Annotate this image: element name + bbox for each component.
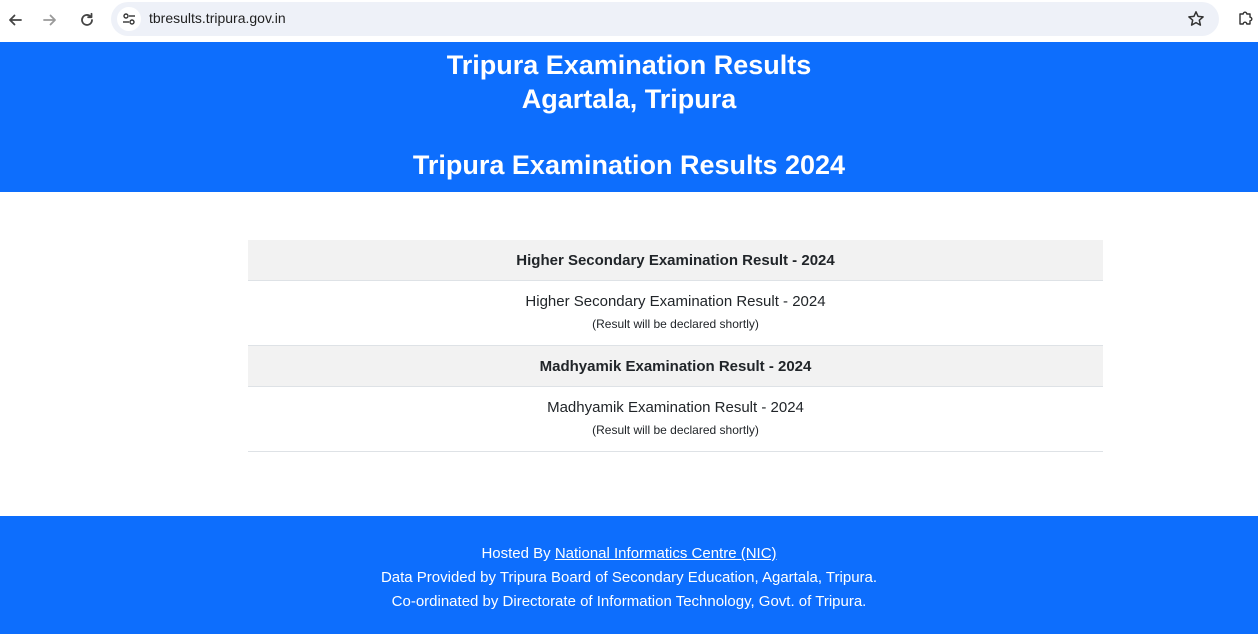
extensions-button[interactable] <box>1234 6 1258 30</box>
result-section-header: Higher Secondary Examination Result - 20… <box>248 240 1103 281</box>
url-text[interactable]: tbresults.tripura.gov.in <box>149 10 286 26</box>
bookmark-button[interactable] <box>1185 8 1207 30</box>
header-banner: Tripura Examination Results Agartala, Tr… <box>0 42 1258 192</box>
site-location: Agartala, Tripura <box>521 84 737 114</box>
nic-link[interactable]: National Informatics Centre (NIC) <box>554 545 777 562</box>
site-title: Tripura Examination Results <box>446 50 812 80</box>
back-arrow-icon <box>9 14 22 26</box>
forward-button[interactable] <box>36 6 64 34</box>
reload-icon <box>81 12 93 26</box>
page-title: Tripura Examination Results 2024 <box>412 150 846 180</box>
result-section-header: Madhyamik Examination Result - 2024 <box>248 346 1103 387</box>
site-info-button[interactable] <box>117 7 141 31</box>
reload-button[interactable] <box>73 6 101 34</box>
star-icon <box>1188 11 1204 26</box>
hs-result-link[interactable]: Higher Secondary Examination Result - 20… <box>525 293 826 310</box>
footer: Hosted By National Informatics Centre (N… <box>0 516 1258 634</box>
hosted-prefix: Hosted By <box>481 545 555 562</box>
result-row: Madhyamik Examination Result - 2024 (Res… <box>248 387 1103 452</box>
result-status-note: (Result will be declared shortly) <box>592 423 759 437</box>
tune-icon <box>123 13 135 25</box>
footer-data-provider: Data Provided by Tripura Board of Second… <box>380 569 878 586</box>
back-button[interactable] <box>1 6 29 34</box>
result-row: Higher Secondary Examination Result - 20… <box>248 281 1103 346</box>
browser-toolbar: tbresults.tripura.gov.in <box>0 0 1258 42</box>
puzzle-icon <box>1239 11 1253 25</box>
address-bar[interactable]: tbresults.tripura.gov.in <box>111 2 1219 36</box>
result-status-note: (Result will be declared shortly) <box>592 317 759 331</box>
madhyamik-result-link[interactable]: Madhyamik Examination Result - 2024 <box>547 399 804 416</box>
results-table: Higher Secondary Examination Result - 20… <box>248 240 1103 452</box>
forward-arrow-icon <box>43 14 56 26</box>
footer-hosted-line: Hosted By National Informatics Centre (N… <box>0 544 1258 564</box>
footer-coordinator: Co-ordinated by Directorate of Informati… <box>391 593 867 610</box>
